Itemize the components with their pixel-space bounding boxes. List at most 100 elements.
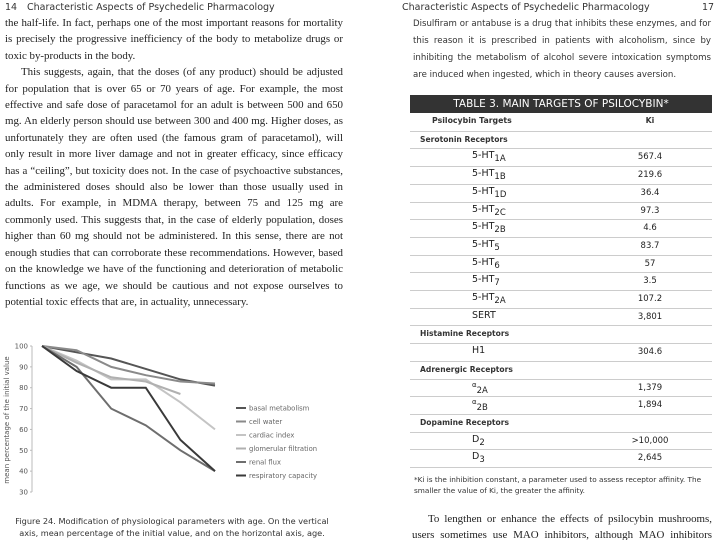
target-cell: 5-HT5 [472,239,500,253]
target-cell: α2B [472,398,488,413]
target-cell: SERT [472,310,496,321]
ki-cell: 97.3 [640,205,660,216]
row-rule [410,236,712,238]
legend-label: renal flux [249,459,281,467]
running-head: Characteristic Aspects of Psychedelic Ph… [402,2,650,13]
target-name: 5-HT [472,203,495,215]
running-head: Characteristic Aspects of Psychedelic Ph… [27,2,275,13]
table-title: TABLE 3. MAIN TARGETS OF PSILOCYBIN* [410,95,712,113]
row-rule [410,396,712,398]
ki-cell: 219.6 [637,170,663,181]
y-tick-label: 90 [19,363,28,371]
row-rule [410,254,712,256]
y-tick-label: 50 [19,447,28,455]
footnote: *Ki is the inhibition constant, a parame… [414,475,702,495]
target-name: α [472,380,477,389]
row-rule [410,360,712,362]
target-subscript: 7 [494,278,500,289]
ki-cell: 4.6 [643,223,657,234]
ki-cell: 3.5 [643,276,657,287]
column-header: Ki [645,116,655,125]
target-cell: D2 [472,434,485,448]
target-cell: 5-HT6 [472,257,500,271]
row-rule [410,467,712,468]
target-name: 5-HT [472,256,495,268]
target-subscript: 2 [479,437,485,448]
body-text: Disulfiram or antabuse is a drug that in… [413,19,711,80]
ki-cell: 567.4 [637,152,663,163]
target-name: α [472,398,477,407]
target-subscript: 1B [494,172,506,183]
target-cell: 5-HT2B [472,221,506,235]
target-subscript: 1D [494,189,507,200]
series-line [41,345,216,472]
y-tick-label: 40 [19,468,28,476]
row-rule [410,325,712,327]
target-name: 5-HT [472,185,495,197]
legend-label: cardiac index [249,432,294,440]
row-rule [410,130,712,132]
ki-cell: 1,379 [637,382,663,393]
section-label: Adrenergic Receptors [420,364,513,374]
target-subscript: 2A [476,385,488,396]
target-cell: D3 [472,451,485,465]
row-rule [410,290,712,291]
target-cell: 5-HT2A [472,292,506,306]
figure-caption: Figure 24. Modification of physiological… [15,516,329,538]
row-rule [410,413,712,415]
y-tick-label: 80 [19,384,28,392]
legend-label: glomerular filtration [249,445,317,453]
target-name: 5-HT [472,274,495,286]
series-line [41,345,181,395]
row-rule [410,166,712,168]
target-name: H1 [472,345,486,357]
section-label: Dopamine Receptors [420,417,509,427]
body-text: the half-life. In fact, perhaps one of t… [5,15,343,310]
table: TABLE 3. MAIN TARGETS OF PSILOCYBIN* Psi… [410,95,712,470]
row-rule [410,449,712,451]
section-label: Serotonin Receptors [420,134,508,144]
target-cell: 5-HT1B [472,168,506,182]
target-cell: 5-HT1A [472,150,506,164]
y-tick-label: 100 [15,343,28,351]
ki-cell: 83.7 [640,240,660,251]
section-label: Histamine Receptors [420,329,510,339]
ki-cell: 304.6 [637,347,663,358]
row-rule [410,219,712,221]
target-subscript: 2B [476,403,488,414]
page-number: 17 [702,2,715,13]
paragraph: To lengthen or enhance the effects of ps… [412,513,712,540]
target-name: 5-HT [472,150,495,162]
y-axis-label: mean percentage of the initial value [3,356,11,483]
row-rule [410,307,712,309]
row-rule [410,378,712,380]
legend-label: respiratory capacity [249,472,317,480]
paragraph: the half-life. In fact, perhaps one of t… [5,17,343,62]
target-name: 5-HT [472,238,495,250]
page-number: 14 [5,2,18,13]
legend-label: basal metabolism [249,405,310,413]
ki-cell: 57 [644,258,656,269]
y-tick-label: 60 [19,426,28,434]
target-subscript: 2C [494,207,506,218]
row-rule [410,183,712,185]
target-subscript: 5 [494,242,500,253]
target-cell: α2A [472,381,488,396]
target-subscript: 2A [494,296,506,306]
ki-cell: 36.4 [640,187,660,198]
ki-cell: >10,000 [631,435,669,446]
ki-cell: 3,801 [637,311,663,322]
target-subscript: 1A [494,154,506,165]
row-rule [410,343,712,345]
series-line [41,345,216,385]
row-rule [410,201,712,203]
target-name: D [472,433,480,445]
paragraph: This suggests, again, that the doses (of… [5,66,343,308]
target-name: 5-HT [472,292,495,303]
ki-cell: 1,894 [637,400,663,411]
body-text: To lengthen or enhance the effects of ps… [412,511,712,540]
legend-label: cell water [249,418,282,426]
target-subscript: 2B [494,225,506,236]
target-subscript: 3 [479,455,485,466]
